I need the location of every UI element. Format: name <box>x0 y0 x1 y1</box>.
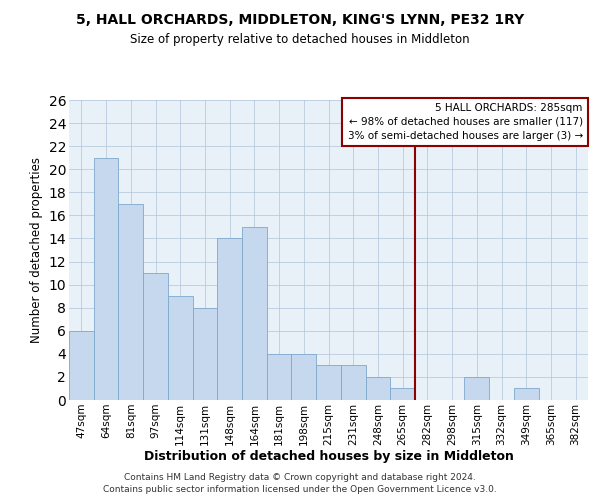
Text: Contains HM Land Registry data © Crown copyright and database right 2024.: Contains HM Land Registry data © Crown c… <box>124 472 476 482</box>
Bar <box>193 308 217 400</box>
Bar <box>118 204 143 400</box>
Bar <box>267 354 292 400</box>
Bar <box>316 366 341 400</box>
Text: 5, HALL ORCHARDS, MIDDLETON, KING'S LYNN, PE32 1RY: 5, HALL ORCHARDS, MIDDLETON, KING'S LYNN… <box>76 12 524 26</box>
Bar <box>390 388 415 400</box>
Y-axis label: Number of detached properties: Number of detached properties <box>30 157 43 343</box>
Bar <box>341 366 365 400</box>
Text: Contains public sector information licensed under the Open Government Licence v3: Contains public sector information licen… <box>103 485 497 494</box>
Bar <box>365 377 390 400</box>
Bar <box>168 296 193 400</box>
Text: Size of property relative to detached houses in Middleton: Size of property relative to detached ho… <box>130 32 470 46</box>
X-axis label: Distribution of detached houses by size in Middleton: Distribution of detached houses by size … <box>143 450 514 464</box>
Bar <box>143 273 168 400</box>
Bar <box>94 158 118 400</box>
Bar <box>514 388 539 400</box>
Bar <box>217 238 242 400</box>
Text: 5 HALL ORCHARDS: 285sqm
← 98% of detached houses are smaller (117)
3% of semi-de: 5 HALL ORCHARDS: 285sqm ← 98% of detache… <box>347 103 583 141</box>
Bar <box>292 354 316 400</box>
Bar <box>69 331 94 400</box>
Bar <box>464 377 489 400</box>
Bar <box>242 227 267 400</box>
